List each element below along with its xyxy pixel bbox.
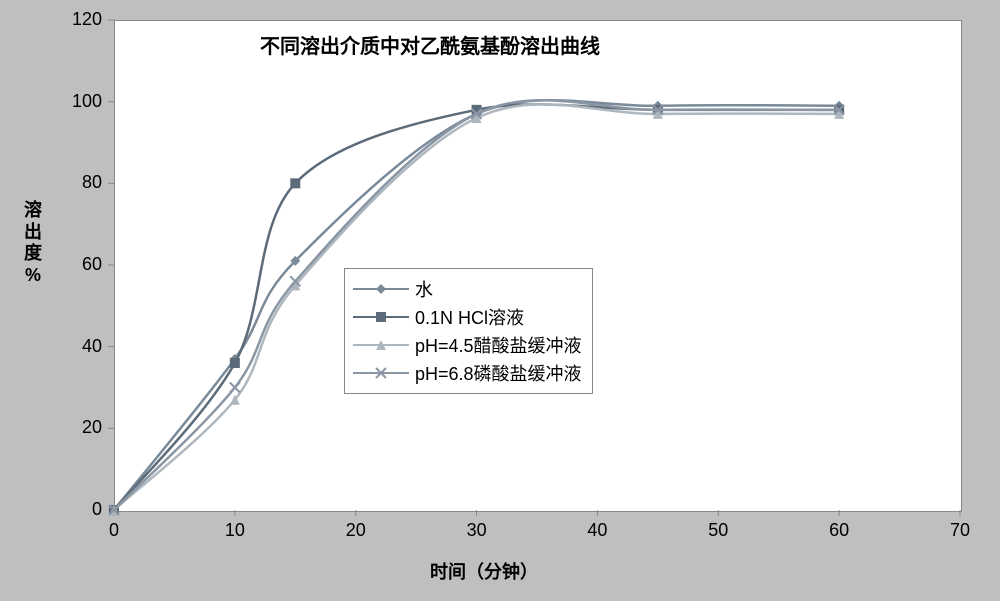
y-tick-label: 0 bbox=[92, 499, 102, 520]
legend-swatch bbox=[353, 363, 409, 383]
x-tick-label: 50 bbox=[708, 520, 728, 541]
legend-swatch bbox=[353, 307, 409, 327]
y-tick-label: 120 bbox=[72, 9, 102, 30]
legend-label: pH=6.8磷酸盐缓冲液 bbox=[415, 360, 582, 386]
chart-frame: 不同溶出介质中对乙酰氨基酚溶出曲线 溶出度% 时间（分钟） 水0.1N HCl溶… bbox=[0, 0, 1000, 601]
x-tick-label: 70 bbox=[950, 520, 970, 541]
legend-item-ph45: pH=4.5醋酸盐缓冲液 bbox=[353, 331, 582, 359]
series-marker-ph68 bbox=[230, 383, 240, 393]
x-tick-label: 0 bbox=[109, 520, 119, 541]
legend-item-ph68: pH=6.8磷酸盐缓冲液 bbox=[353, 359, 582, 387]
series-marker-hcl bbox=[230, 358, 240, 368]
x-tick-label: 60 bbox=[829, 520, 849, 541]
legend-item-water: 水 bbox=[353, 275, 582, 303]
y-tick-label: 80 bbox=[82, 172, 102, 193]
legend: 水0.1N HCl溶液pH=4.5醋酸盐缓冲液pH=6.8磷酸盐缓冲液 bbox=[344, 268, 593, 394]
x-tick-label: 40 bbox=[587, 520, 607, 541]
series-marker-hcl bbox=[290, 178, 300, 188]
y-tick-label: 20 bbox=[82, 417, 102, 438]
y-tick-label: 60 bbox=[82, 254, 102, 275]
legend-item-hcl: 0.1N HCl溶液 bbox=[353, 303, 582, 331]
legend-label: 水 bbox=[415, 276, 433, 302]
x-tick-label: 20 bbox=[346, 520, 366, 541]
legend-label: pH=4.5醋酸盐缓冲液 bbox=[415, 332, 582, 358]
x-tick-label: 10 bbox=[225, 520, 245, 541]
y-tick-label: 100 bbox=[72, 91, 102, 112]
y-tick-label: 40 bbox=[82, 336, 102, 357]
legend-swatch bbox=[353, 279, 409, 299]
legend-swatch bbox=[353, 335, 409, 355]
x-tick-label: 30 bbox=[467, 520, 487, 541]
legend-label: 0.1N HCl溶液 bbox=[415, 304, 524, 330]
